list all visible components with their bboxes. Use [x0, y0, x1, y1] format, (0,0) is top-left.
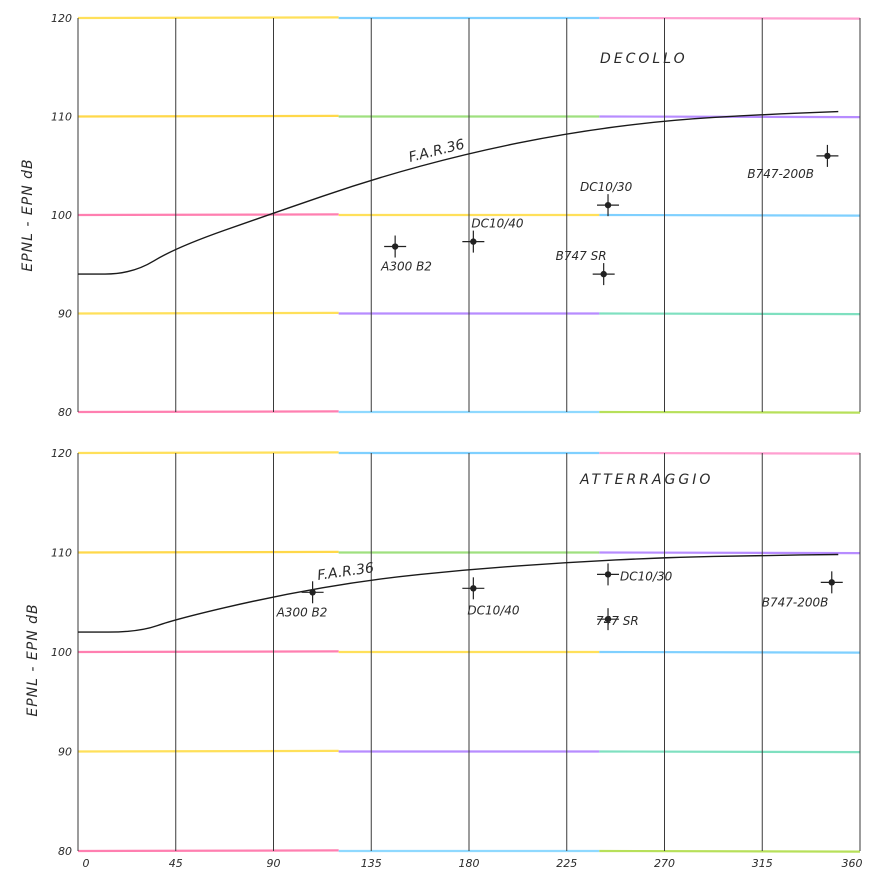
takeoff-y-tick-120: 120 [51, 12, 72, 25]
takeoff-gridline-y-100 [77, 213, 339, 217]
x-tick-90: 90 [267, 857, 281, 870]
takeoff-panel: 80 90 100 110 120 A300 B2 DC10/40 DC10/30 B747 … [20, 12, 861, 419]
landing-gridline-y-120 [599, 451, 861, 455]
landing-gridline-y-100 [599, 650, 861, 654]
landing-point-label: DC10/40 [467, 603, 520, 617]
takeoff-title: DECOLLO [600, 51, 688, 67]
x-tick-135: 135 [361, 857, 382, 870]
landing-gridline-y-90 [599, 750, 861, 754]
landing-y-tick-100: 100 [51, 646, 72, 659]
landing-gridline-y-80 [599, 849, 861, 853]
x-tick-0: 0 [83, 857, 90, 870]
landing-gridline-y-110 [599, 551, 861, 555]
landing-gridline-y-110 [77, 550, 339, 554]
takeoff-point-b747-sr: B747 SR [556, 249, 615, 286]
landing-gridline-y-80 [77, 849, 339, 853]
takeoff-y-tick-labels: 80 90 100 110 120 [51, 12, 72, 419]
landing-y-axis-label: EPNL - EPN dB [25, 603, 41, 716]
landing-vertical-grid [77, 453, 861, 851]
takeoff-gridline-y-110 [77, 114, 339, 118]
landing-y-tick-90: 90 [58, 746, 72, 759]
takeoff-point-dc10-30: DC10/30 [580, 180, 633, 217]
landing-point-b747-200b: B747-200B [762, 571, 843, 609]
landing-point-747-sr: 747 SR [596, 608, 639, 631]
takeoff-point-dc10-40: DC10/40 [462, 217, 524, 253]
takeoff-y-tick-100: 100 [51, 209, 72, 222]
landing-point-label: B747-200B [762, 595, 829, 609]
takeoff-aircraft-points: A300 B2 DC10/40 DC10/30 B747 SR B747-200B [380, 144, 839, 286]
x-tick-225: 225 [556, 857, 577, 870]
landing-curve-label: F.A.R.36 [316, 560, 375, 584]
landing-aircraft-points: A300 B2 DC10/40 DC10/30 747 SR B747-200B [276, 563, 843, 631]
takeoff-vertical-grid [77, 18, 861, 412]
x-tick-45: 45 [169, 857, 183, 870]
landing-y-tick-labels: 80 90 100 110 120 [51, 447, 72, 858]
landing-gridline-y-100 [77, 650, 339, 654]
landing-title: ATTERRAGGIO [579, 472, 713, 488]
landing-point-a300-b2: A300 B2 [276, 581, 328, 619]
takeoff-point-label: DC10/30 [580, 180, 633, 194]
landing-far36-line [78, 553, 839, 633]
takeoff-y-tick-110: 110 [51, 111, 72, 124]
landing-gridline-y-120 [77, 451, 339, 455]
x-tick-270: 270 [654, 857, 675, 870]
takeoff-point-label: DC10/40 [471, 217, 524, 231]
landing-panel: 80 90 100 110 120 0 45 90 135 180 225 270 315 360 A3… [25, 447, 863, 870]
landing-point-dc10-40: DC10/40 [462, 577, 520, 617]
x-tick-360: 360 [842, 857, 863, 870]
takeoff-gridline-y-90 [77, 311, 339, 315]
takeoff-gridline-y-90 [599, 312, 861, 316]
takeoff-point-label: A300 B2 [380, 260, 432, 274]
takeoff-gridline-y-100 [599, 213, 861, 217]
takeoff-gridline-y-120 [77, 16, 339, 20]
takeoff-gridline-y-80 [599, 410, 861, 414]
takeoff-y-axis-label: EPNL - EPN dB [20, 158, 36, 271]
takeoff-y-tick-90: 90 [58, 308, 72, 321]
x-tick-180: 180 [459, 857, 480, 870]
takeoff-point-a300-b2: A300 B2 [380, 235, 432, 274]
takeoff-y-tick-80: 80 [58, 406, 72, 419]
landing-y-tick-80: 80 [58, 845, 72, 858]
landing-x-tick-labels: 0 45 90 135 180 225 270 315 360 [83, 857, 863, 870]
landing-point-label: DC10/30 [620, 569, 673, 583]
takeoff-gridline-y-80 [77, 410, 339, 414]
landing-gridline-y-90 [77, 749, 339, 753]
landing-point-label: 747 SR [596, 614, 639, 628]
takeoff-point-label: B747-200B [747, 167, 814, 181]
takeoff-far36-line [78, 110, 839, 275]
landing-point-dc10-30: DC10/30 [597, 563, 673, 586]
landing-point-label: A300 B2 [276, 605, 328, 619]
landing-y-tick-120: 120 [51, 447, 72, 460]
takeoff-gridline-y-120 [599, 16, 861, 20]
landing-y-tick-110: 110 [51, 547, 72, 560]
takeoff-far36-curve [78, 110, 839, 275]
takeoff-point-label: B747 SR [556, 249, 607, 263]
x-tick-315: 315 [752, 857, 773, 870]
landing-far36-curve [78, 553, 839, 633]
takeoff-point-b747-200b: B747-200B [747, 144, 839, 181]
